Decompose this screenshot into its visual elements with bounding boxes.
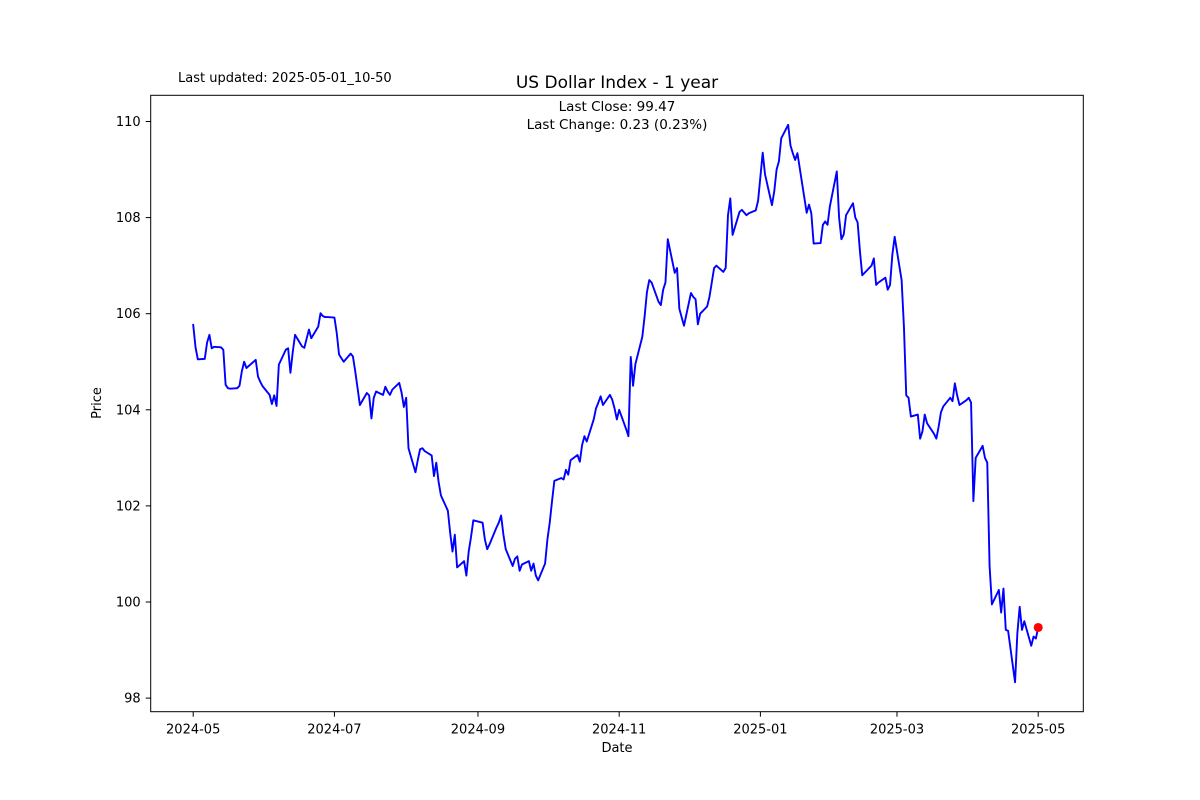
x-tick-label: 2024-07 <box>307 723 361 738</box>
x-tick-label: 2025-03 <box>870 723 924 738</box>
last-updated-text: Last updated: 2025-05-01_10-50 <box>178 71 392 86</box>
y-tick-label: 98 <box>124 692 141 707</box>
last-close-annotation: Last Close: 99.47 <box>559 99 676 115</box>
x-tick-label: 2024-05 <box>166 723 220 738</box>
price-line-series <box>192 123 1040 684</box>
y-axis-label: Price <box>90 387 105 419</box>
y-tick-label: 110 <box>116 115 141 130</box>
x-axis-ticks: 2024-05 2024-07 2024-09 2024-11 2025-01 2025-… <box>166 711 1065 738</box>
x-axis-label: Date <box>601 741 632 756</box>
x-tick-label: 2024-11 <box>592 723 646 738</box>
chart-title: US Dollar Index - 1 year <box>516 73 718 93</box>
y-tick-label: 106 <box>116 307 141 322</box>
y-axis-ticks: 98 100 102 104 106 108 110 <box>116 115 151 707</box>
last-change-annotation: Last Change: 0.23 (0.23%) <box>527 117 708 133</box>
plot-border <box>150 94 1084 713</box>
x-tick-label: 2024-09 <box>451 723 505 738</box>
x-tick-label: 2025-01 <box>733 723 787 738</box>
last-price-marker-dot <box>1033 622 1043 632</box>
y-tick-label: 100 <box>116 596 141 611</box>
y-tick-label: 104 <box>116 403 141 418</box>
y-tick-label: 102 <box>116 499 141 514</box>
x-tick-label: 2025-05 <box>1011 723 1065 738</box>
y-tick-label: 108 <box>116 211 141 226</box>
